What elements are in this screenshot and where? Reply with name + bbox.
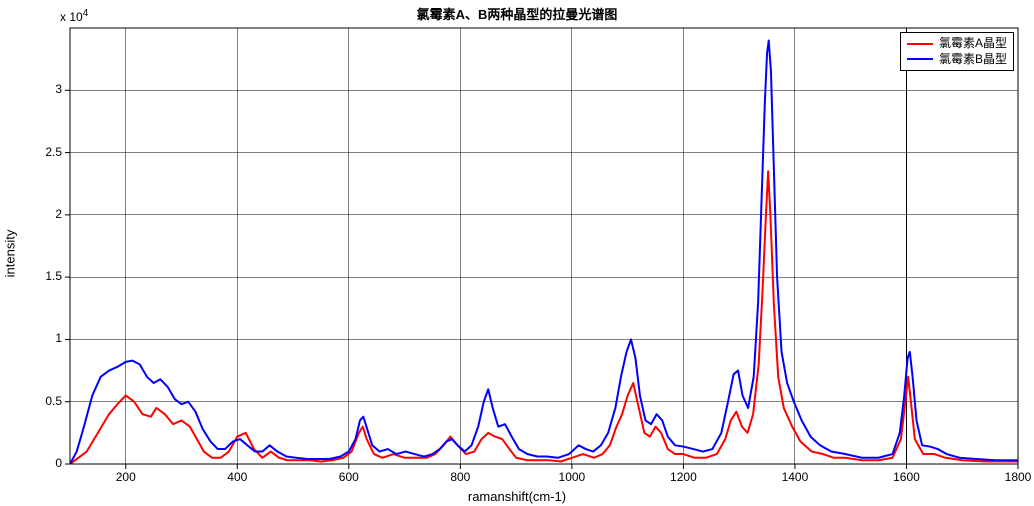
legend-label: 氯霉素A晶型: [939, 36, 1007, 52]
legend-item: 氯霉素A晶型: [907, 36, 1007, 52]
legend-item: 氯霉素B晶型: [907, 52, 1007, 68]
plot-svg: [0, 0, 1034, 506]
legend-swatch: [907, 43, 933, 45]
x-tick-label: 1600: [886, 470, 926, 484]
legend-swatch: [907, 58, 933, 60]
legend: 氯霉素A晶型氯霉素B晶型: [900, 32, 1014, 71]
y-tick-label: 2: [55, 207, 62, 221]
y-tick-label: 0.5: [45, 394, 62, 408]
x-tick-label: 200: [106, 470, 146, 484]
x-tick-label: 1800: [998, 470, 1034, 484]
x-tick-label: 800: [440, 470, 480, 484]
figure-root: { "chart": { "type": "line", "title": "氯…: [0, 0, 1034, 506]
x-tick-label: 1000: [552, 470, 592, 484]
x-tick-label: 1200: [663, 470, 703, 484]
x-tick-label: 400: [217, 470, 257, 484]
axes-box: [65, 28, 1018, 469]
x-tick-label: 600: [329, 470, 369, 484]
y-tick-label: 1: [55, 331, 62, 345]
grid: [70, 28, 1018, 464]
y-tick-label: 3: [55, 82, 62, 96]
y-tick-label: 0: [55, 456, 62, 470]
y-tick-label: 1.5: [45, 269, 62, 283]
y-tick-label: 2.5: [45, 145, 62, 159]
legend-label: 氯霉素B晶型: [939, 52, 1007, 68]
data-series: [70, 40, 1018, 464]
x-tick-label: 1400: [775, 470, 815, 484]
